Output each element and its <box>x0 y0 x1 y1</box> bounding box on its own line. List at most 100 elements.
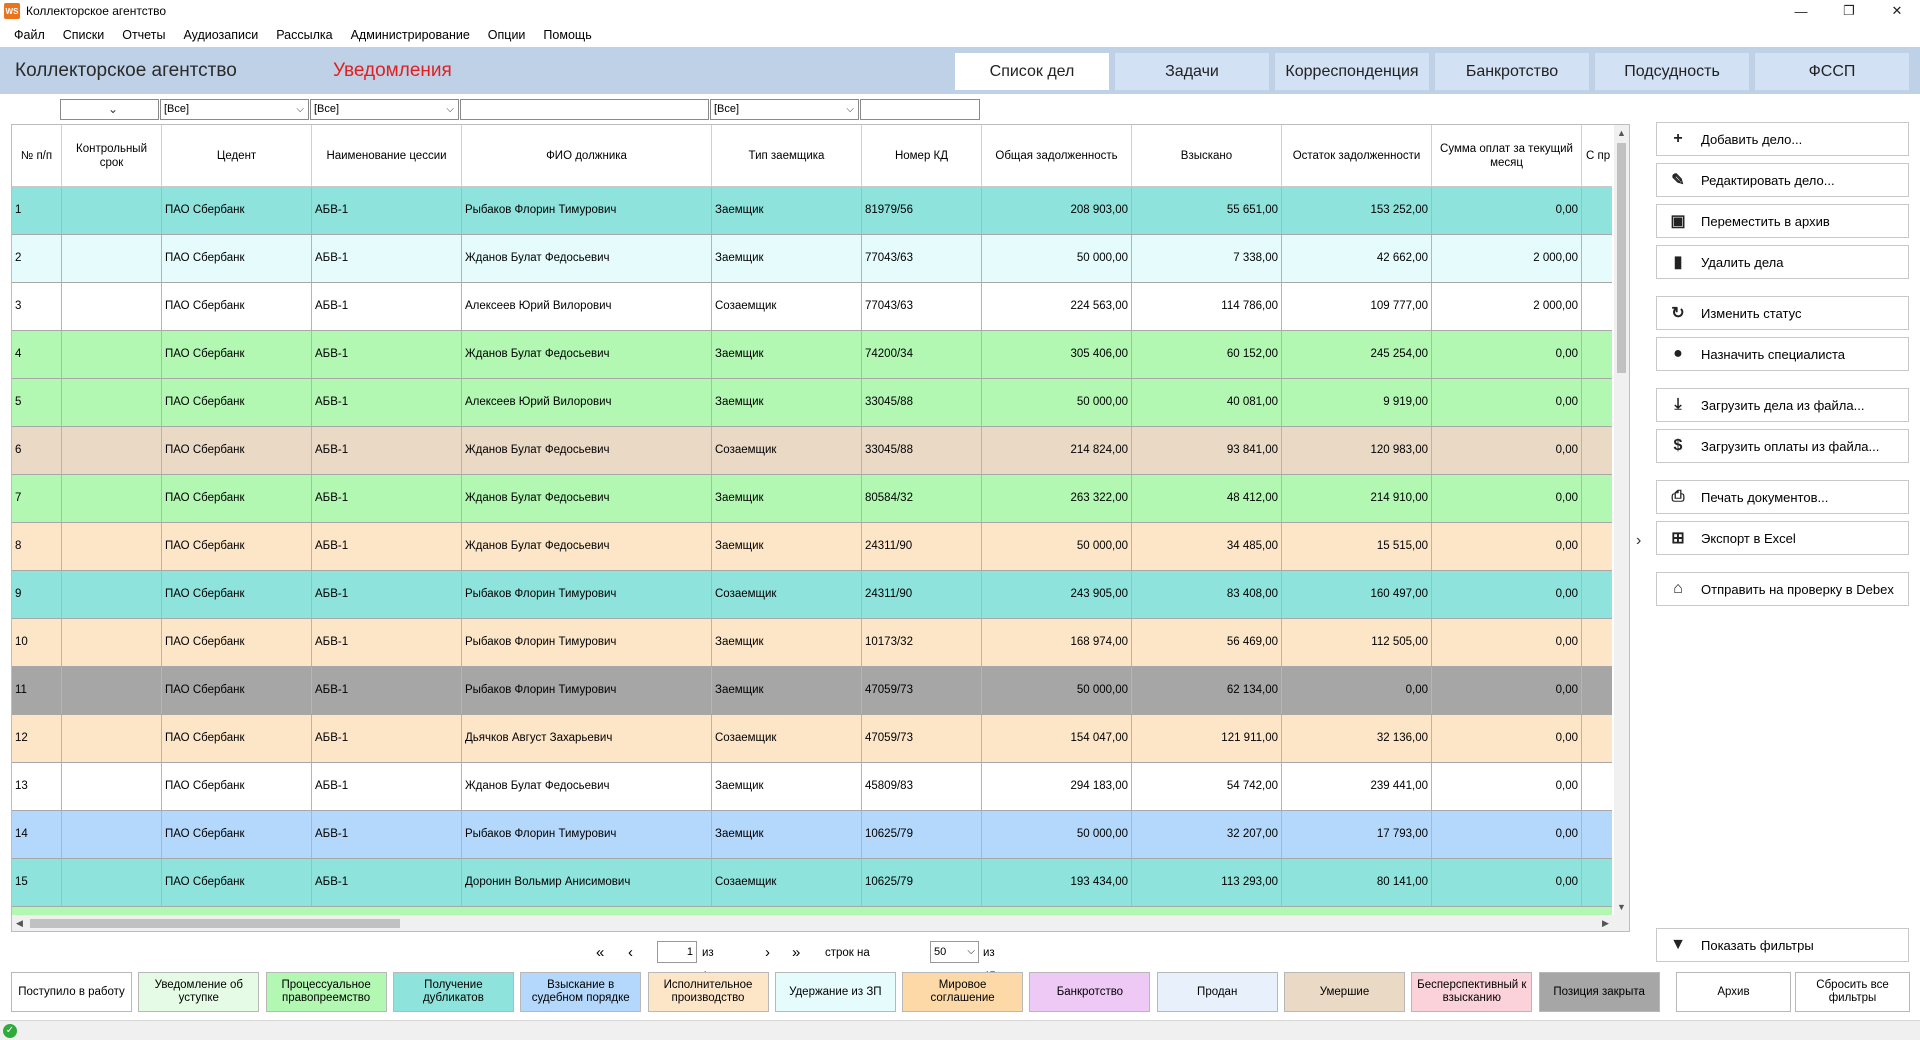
menu-reports[interactable]: Отчеты <box>122 28 166 42</box>
send-debex-button[interactable]: ⌂ Отправить на проверку в Debex <box>1656 572 1909 606</box>
menu-audio[interactable]: Аудиозаписи <box>183 28 259 42</box>
delete-cases-button[interactable]: ▮ Удалить дела <box>1656 245 1909 279</box>
legend-item[interactable]: Позиция закрыта <box>1538 972 1660 1012</box>
legend-item[interactable]: Уведомление об уступке <box>138 972 260 1012</box>
hscroll-thumb[interactable] <box>30 919 400 928</box>
legend-item[interactable]: Исполнительное производство <box>647 972 769 1012</box>
table-row[interactable]: 13 ПАО Сбербанк АБВ-1 Жданов Булат Федосьев… <box>12 763 1612 811</box>
legend-item[interactable]: Поступило в работу <box>11 972 132 1012</box>
show-filters-button[interactable]: ▼ Показать фильтры <box>1656 928 1909 962</box>
table-row[interactable]: 8 ПАО Сбербанк АБВ-1 Жданов Булат Федосьеви… <box>12 523 1612 571</box>
print-documents-button[interactable]: ⎙ Печать документов... <box>1656 480 1909 514</box>
collapse-panel-icon[interactable]: › <box>1636 532 1642 549</box>
filter-cession[interactable]: [Все] ⌵ <box>310 99 459 120</box>
filter-cedent[interactable]: [Все] ⌵ <box>160 99 309 120</box>
table-row[interactable]: 1 ПАО Сбербанк АБВ-1 Рыбаков Флорин Тимуров… <box>12 187 1612 235</box>
scroll-left-icon[interactable]: ◀ <box>16 918 23 928</box>
cell-fio: Рыбаков Флорин Тимурович <box>462 187 712 234</box>
legend-item[interactable]: Взыскание в судебном порядке <box>520 972 642 1012</box>
table-row[interactable]: 11 ПАО Сбербанк АБВ-1 Рыбаков Флорин Тимуро… <box>12 667 1612 715</box>
prev-page-icon[interactable]: ‹ <box>628 944 633 961</box>
legend-item[interactable]: Мировое соглашение <box>902 972 1024 1012</box>
col-partial[interactable]: С пр <box>1582 125 1629 187</box>
table-row[interactable]: 5 ПАО Сбербанк АБВ-1 Алексеев Юрий Вилорови… <box>12 379 1612 427</box>
tab-jurisdiction[interactable]: Подсудность <box>1595 53 1749 90</box>
col-number[interactable]: № п/п <box>12 125 62 187</box>
scroll-up-icon[interactable]: ▲ <box>1617 128 1626 138</box>
tab-case-list[interactable]: Список дел <box>955 53 1109 90</box>
move-to-archive-button[interactable]: ▣ Переместить в архив <box>1656 204 1909 238</box>
tab-correspondence[interactable]: Корреспонденция <box>1275 53 1429 90</box>
vertical-scrollbar[interactable]: ▲ ▼ <box>1614 125 1629 915</box>
col-kd-number[interactable]: Номер КД <box>862 125 982 187</box>
table-row[interactable]: 9 ПАО Сбербанк АБВ-1 Рыбаков Флорин Тимуров… <box>12 571 1612 619</box>
cell-borrower-type: Заемщик <box>712 763 862 810</box>
menu-help[interactable]: Помощь <box>543 28 592 42</box>
filter-kd[interactable] <box>860 99 980 120</box>
cell-control-term <box>62 379 162 426</box>
scroll-right-icon[interactable]: ▶ <box>1602 918 1609 928</box>
cell-fio: Жданов Булат Федосьевич <box>462 331 712 378</box>
first-page-icon[interactable]: « <box>596 944 605 961</box>
load-cases-button[interactable]: ⤓ Загрузить дела из файла... <box>1656 388 1909 422</box>
table-row[interactable]: 3 ПАО Сбербанк АБВ-1 Алексеев Юрий Вилорови… <box>12 283 1612 331</box>
menu-mailing[interactable]: Рассылка <box>276 28 333 42</box>
archive-button[interactable]: Архив <box>1676 972 1791 1012</box>
rows-per-page-select[interactable]: 50 ⌵ <box>930 941 979 963</box>
scroll-thumb[interactable] <box>1617 143 1626 373</box>
table-row[interactable]: 6 ПАО Сбербанк АБВ-1 Жданов Булат Федосьеви… <box>12 427 1612 475</box>
menu-admin[interactable]: Администрирование <box>350 28 470 42</box>
filter-term[interactable]: ⌄ <box>60 99 159 120</box>
col-month-payments[interactable]: Сумма оплат за текущий месяц <box>1432 125 1582 187</box>
assign-specialist-button[interactable]: ● Назначить специалиста <box>1656 337 1909 371</box>
scroll-down-icon[interactable]: ▼ <box>1617 902 1626 912</box>
minimize-icon[interactable]: — <box>1794 3 1808 19</box>
close-icon[interactable]: ✕ <box>1891 3 1903 18</box>
add-case-button[interactable]: + Добавить дело... <box>1656 122 1909 156</box>
horizontal-scrollbar[interactable]: ◀ ▶ <box>12 915 1629 931</box>
load-payments-button[interactable]: $ Загрузить оплаты из файла... <box>1656 429 1909 463</box>
table-row[interactable]: 4 ПАО Сбербанк АБВ-1 Жданов Булат Федосьеви… <box>12 331 1612 379</box>
col-cession[interactable]: Наименование цессии <box>312 125 462 187</box>
legend-item[interactable]: Банкротство <box>1029 972 1151 1012</box>
menu-options[interactable]: Опции <box>487 28 526 42</box>
table-row[interactable]: 14 ПАО Сбербанк АБВ-1 Рыбаков Флорин Тимуро… <box>12 811 1612 859</box>
change-status-button[interactable]: ↻ Изменить статус <box>1656 296 1909 330</box>
last-page-icon[interactable]: » <box>792 944 801 961</box>
cell-cession: АБВ-1 <box>312 619 462 666</box>
col-control-term[interactable]: Контрольный срок <box>62 125 162 187</box>
cell-total-debt: 50 000,00 <box>982 523 1132 570</box>
table-row[interactable]: 10 ПАО Сбербанк АБВ-1 Рыбаков Флорин Тимуро… <box>12 619 1612 667</box>
page-input[interactable]: 1 <box>657 941 697 963</box>
col-remaining[interactable]: Остаток задолженности <box>1282 125 1432 187</box>
col-cedent[interactable]: Цедент <box>162 125 312 187</box>
legend-item[interactable]: Бесперспективный к взысканию <box>1411 972 1533 1012</box>
legend-item[interactable]: Получение дубликатов <box>392 972 514 1012</box>
col-borrower-type[interactable]: Тип заемщика <box>712 125 862 187</box>
restore-icon[interactable]: ❐ <box>1843 3 1855 18</box>
col-total-debt[interactable]: Общая задолженность <box>982 125 1132 187</box>
cell-cedent: ПАО Сбербанк <box>162 331 312 378</box>
filter-borrower-type[interactable]: [Все] ⌵ <box>710 99 859 120</box>
legend-item[interactable]: Процессуальное правопреемство <box>265 972 387 1012</box>
table-row[interactable]: 15 ПАО Сбербанк АБВ-1 Доронин Вольмир Аниси… <box>12 859 1612 907</box>
col-recovered[interactable]: Взыскано <box>1132 125 1282 187</box>
next-page-icon[interactable]: › <box>765 944 770 961</box>
tab-tasks[interactable]: Задачи <box>1115 53 1269 90</box>
menu-lists[interactable]: Списки <box>62 28 105 42</box>
table-row[interactable]: 7 ПАО Сбербанк АБВ-1 Жданов Булат Федосьеви… <box>12 475 1612 523</box>
filter-fio[interactable] <box>460 99 709 120</box>
export-excel-button[interactable]: ⊞ Экспорт в Excel <box>1656 521 1909 555</box>
menu-file[interactable]: Файл <box>14 28 45 42</box>
table-row[interactable]: 2 ПАО Сбербанк АБВ-1 Жданов Булат Федосьеви… <box>12 235 1612 283</box>
tab-bankruptcy[interactable]: Банкротство <box>1435 53 1589 90</box>
tab-fssp[interactable]: ФССП <box>1755 53 1909 90</box>
col-fio[interactable]: ФИО должника <box>462 125 712 187</box>
legend-item[interactable]: Умершие <box>1284 972 1405 1012</box>
legend-item[interactable]: Продан <box>1156 972 1278 1012</box>
section-title[interactable]: Уведомления <box>333 60 452 81</box>
legend-item[interactable]: Удержание из ЗП <box>774 972 896 1012</box>
table-row[interactable]: 12 ПАО Сбербанк АБВ-1 Дьячков Август Захарь… <box>12 715 1612 763</box>
reset-filters-button[interactable]: Сбросить все фильтры <box>1795 972 1910 1012</box>
edit-case-button[interactable]: ✎ Редактировать дело... <box>1656 163 1909 197</box>
